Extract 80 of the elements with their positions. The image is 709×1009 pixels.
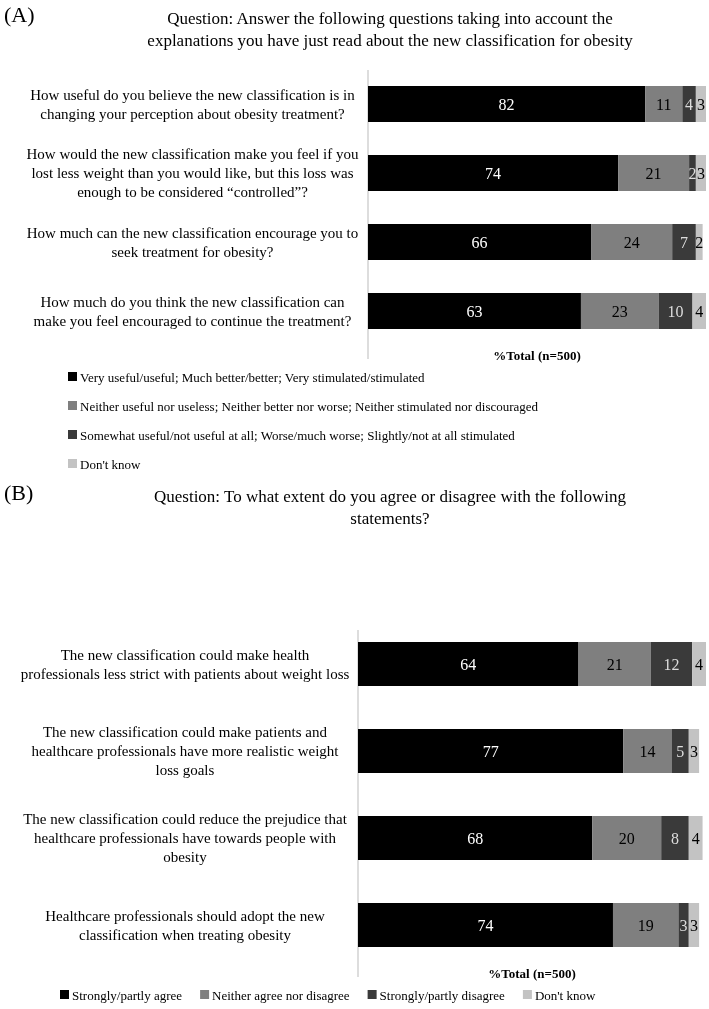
bar bbox=[650, 642, 693, 686]
bar bbox=[692, 642, 706, 686]
bar bbox=[658, 293, 693, 329]
data-label: 4 bbox=[695, 302, 704, 320]
x-axis-title: %Total (n=500) bbox=[488, 966, 576, 982]
legend-label: Very useful/useful; Much better/better; Very stimulated/stimulated bbox=[80, 369, 426, 385]
data-label: 4 bbox=[685, 95, 694, 113]
data-label: 3 bbox=[696, 164, 705, 182]
data-label: 23 bbox=[611, 302, 628, 320]
bar bbox=[358, 903, 613, 947]
bar bbox=[368, 293, 581, 329]
y-tick-label: How useful do you believe the new classification is in changing your perception about obesity treatment? bbox=[30, 86, 356, 122]
legend-label: Don't know bbox=[534, 987, 596, 1003]
y-tick-label: How much can the new classification encourage you to seek treatment for obesity? bbox=[26, 224, 359, 260]
bar bbox=[688, 816, 703, 860]
data-label: 2 bbox=[695, 233, 704, 251]
bar bbox=[692, 293, 706, 329]
bar bbox=[591, 224, 673, 260]
bar bbox=[578, 642, 651, 686]
bar bbox=[623, 729, 672, 773]
data-label: 7 bbox=[680, 233, 689, 251]
y-tick-label: Healthcare professionals should adopt the new classification when treating obesity bbox=[45, 907, 325, 943]
x-axis-title: %Total (n=500) bbox=[493, 348, 581, 364]
bar bbox=[368, 86, 646, 122]
data-label: 64 bbox=[460, 655, 477, 673]
legend-label: Strongly/partly agree bbox=[72, 987, 183, 1003]
y-tick-label: How would the new classification make you feel if you lost less weight than you would like, but this loss was enough to be considered “controlled”? bbox=[26, 146, 359, 201]
text: (B) bbox=[4, 480, 34, 505]
bar bbox=[368, 155, 619, 191]
bar bbox=[580, 293, 659, 329]
data-label: 3 bbox=[679, 916, 688, 934]
legend-label: Neither agree nor disagree bbox=[212, 987, 350, 1003]
bar bbox=[682, 86, 696, 122]
y-tick-label: The new classification could make patients and healthcare professionals have more realistic weight loss goals bbox=[31, 724, 340, 779]
chart-title: Question: Answer the following questions taking into account the explanations you have just read about the new classification for obesity bbox=[147, 9, 634, 50]
bar bbox=[368, 224, 592, 260]
y-tick-label: How much do you think the new classification can make you feel encouraged to continue the treatment? bbox=[33, 293, 352, 329]
bar bbox=[612, 903, 679, 947]
data-label: 2 bbox=[688, 164, 697, 182]
data-label: 24 bbox=[623, 233, 640, 251]
data-label: 20 bbox=[618, 829, 635, 847]
bar bbox=[678, 903, 689, 947]
data-label: 3 bbox=[689, 916, 698, 934]
data-label: 74 bbox=[477, 916, 494, 934]
data-label: 66 bbox=[471, 233, 488, 251]
bar bbox=[672, 224, 696, 260]
y-tick-label: The new classification could reduce the prejudice that healthcare professionals have towards people with obesity bbox=[23, 811, 348, 866]
bar bbox=[618, 155, 690, 191]
data-label: 19 bbox=[637, 916, 654, 934]
data-label: 63 bbox=[466, 302, 483, 320]
data-label: 21 bbox=[606, 655, 623, 673]
data-label: 14 bbox=[639, 742, 656, 760]
data-label: 74 bbox=[485, 164, 502, 182]
data-label: 21 bbox=[645, 164, 662, 182]
legend-label: Neither useful nor useless; Neither better nor worse; Neither stimulated nor discouraged bbox=[80, 398, 539, 414]
bar bbox=[592, 816, 662, 860]
data-label: 5 bbox=[676, 742, 685, 760]
bar bbox=[358, 729, 624, 773]
legend-label: Strongly/partly disagree bbox=[379, 987, 506, 1003]
text: (A) bbox=[4, 2, 35, 27]
bar bbox=[671, 729, 689, 773]
data-label: 12 bbox=[663, 655, 680, 673]
bar bbox=[358, 816, 593, 860]
data-label: 4 bbox=[695, 655, 704, 673]
data-label: 68 bbox=[467, 829, 484, 847]
bar bbox=[661, 816, 689, 860]
data-label: 10 bbox=[667, 302, 684, 320]
data-label: 8 bbox=[670, 829, 679, 847]
data-label: 4 bbox=[691, 829, 700, 847]
y-tick-label: The new classification could make health professionals less strict with patients about weight loss bbox=[20, 646, 350, 682]
legend-label: Somewhat useful/not useful at all; Worse/much worse; Slightly/not at all stimulated bbox=[80, 427, 516, 443]
bar bbox=[358, 642, 579, 686]
bar bbox=[645, 86, 683, 122]
legend-label: Don't know bbox=[80, 456, 142, 472]
data-label: 82 bbox=[498, 95, 515, 113]
data-label: 77 bbox=[482, 742, 499, 760]
data-label: 3 bbox=[689, 742, 698, 760]
data-label: 11 bbox=[656, 95, 672, 113]
chart-title: Question: To what extent do you agree or disagree with the following statements? bbox=[153, 487, 627, 528]
data-label: 3 bbox=[696, 95, 705, 113]
